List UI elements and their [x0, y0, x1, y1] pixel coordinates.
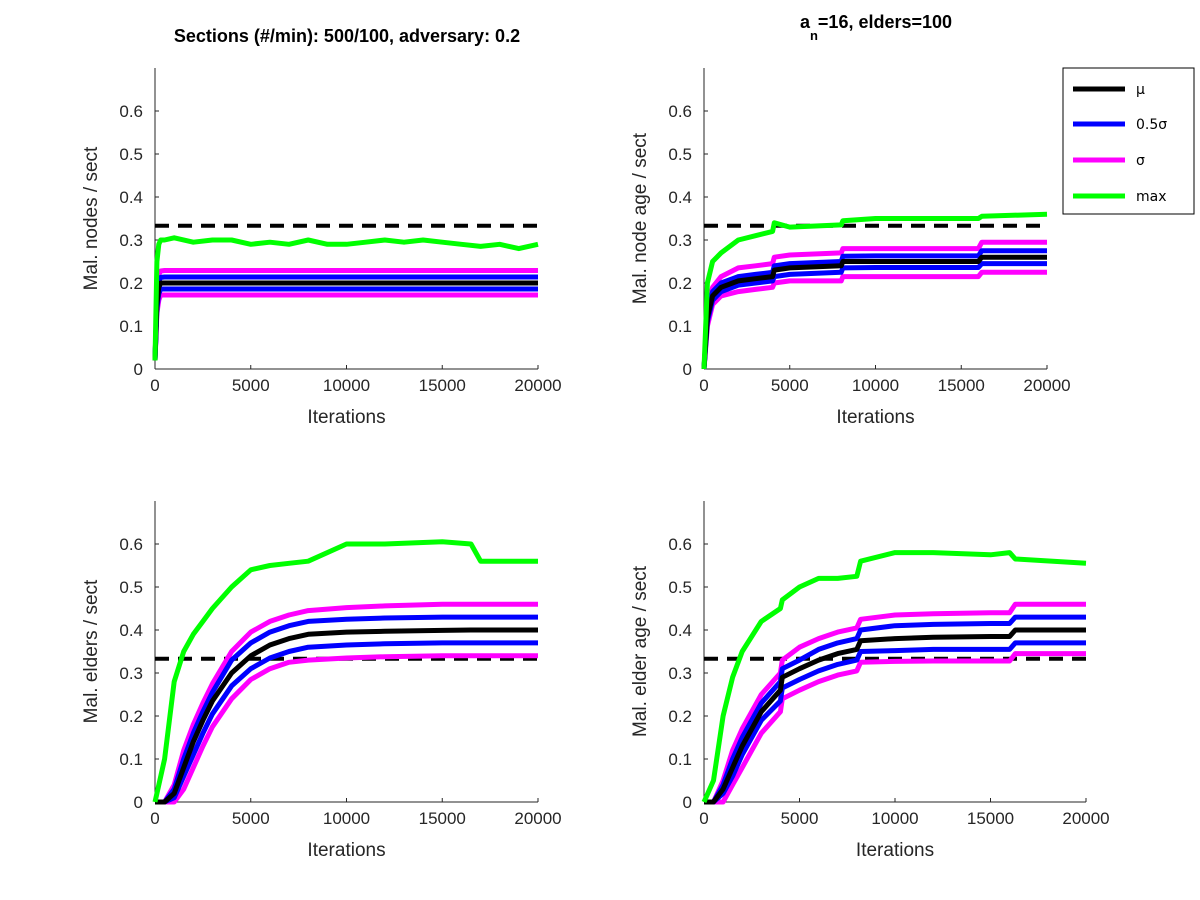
y-tick-label: 0.3	[119, 664, 143, 683]
y-tick-label: 0.6	[668, 102, 692, 121]
x-axis-label: Iterations	[307, 407, 385, 428]
y-axis-label: Mal. elder age / sect	[630, 565, 651, 737]
x-axis-label: Iterations	[307, 840, 385, 861]
x-tick-label: 10000	[323, 809, 370, 828]
y-tick-label: 0.2	[119, 274, 143, 293]
y-tick-label: 0.1	[119, 750, 143, 769]
y-axis-label: Mal. node age / sect	[630, 132, 651, 304]
y-tick-label: 0.5	[119, 145, 143, 164]
x-tick-label: 10000	[871, 809, 918, 828]
x-tick-label: 15000	[967, 809, 1014, 828]
series-line-max	[701, 211, 1048, 370]
legend: μ 0.5σ σ max	[1062, 67, 1195, 215]
y-tick-label: 0.6	[119, 535, 143, 554]
series-line-sigma	[152, 292, 538, 361]
x-tick-label: 0	[150, 376, 159, 395]
y-tick-label: 0.3	[668, 231, 692, 250]
x-tick-label: 0	[699, 376, 708, 395]
y-tick-label: 0	[683, 360, 692, 379]
figure-title-right: an=16, elders=100	[800, 12, 952, 43]
y-tick-label: 0.3	[668, 664, 692, 683]
y-tick-label: 0.4	[119, 621, 143, 640]
x-tick-label: 5000	[232, 376, 270, 395]
series-line-half-sigma	[704, 614, 1086, 805]
x-tick-label: 15000	[419, 809, 466, 828]
y-tick-label: 0.6	[119, 102, 143, 121]
y-tick-label: 0.4	[119, 188, 143, 207]
x-tick-label: 5000	[232, 809, 270, 828]
legend-label-half-sigma: 0.5σ	[1136, 117, 1167, 133]
y-tick-label: 0.6	[668, 535, 692, 554]
title-right-subscript: n	[810, 28, 818, 43]
series-line-sigma	[701, 239, 1047, 370]
y-tick-label: 0	[134, 793, 143, 812]
y-tick-label: 0.2	[668, 707, 692, 726]
series-line-half-sigma	[704, 640, 1086, 805]
y-tick-label: 0.1	[668, 317, 692, 336]
series-line-half-sigma	[152, 286, 538, 361]
subplots-group: 0 5000 10000 15000 20000 0 0.1 0.2 0.3 0.4 0.5 0.6 I…	[81, 68, 1110, 861]
series-line-max	[152, 235, 539, 361]
x-tick-label: 0	[150, 809, 159, 828]
legend-label-max: max	[1136, 189, 1167, 205]
series-line-half-sigma	[701, 248, 1047, 370]
series-line-half-sigma	[155, 640, 538, 805]
x-tick-label: 10000	[323, 376, 370, 395]
x-tick-label: 15000	[938, 376, 985, 395]
figure-title-left: Sections (#/min): 500/100, adversary: 0.…	[174, 26, 520, 46]
y-tick-label: 0.5	[668, 578, 692, 597]
series-line-sigma	[704, 651, 1086, 805]
y-tick-label: 0.2	[668, 274, 692, 293]
y-axis-label: Mal. elders / sect	[81, 579, 102, 723]
subplot-bottom-left: 0 5000 10000 15000 20000 0 0.1 0.2 0.3 0.4 0.5 0.6 I…	[81, 501, 562, 861]
x-tick-label: 20000	[1062, 809, 1109, 828]
y-tick-label: 0.4	[668, 621, 692, 640]
y-tick-label: 0.5	[119, 578, 143, 597]
series-line-sigma	[701, 269, 1047, 370]
x-tick-label: 20000	[514, 376, 561, 395]
y-tick-label: 0.5	[668, 145, 692, 164]
subplot-bottom-right: 0 5000 10000 15000 20000 0 0.1 0.2 0.3 0.4 0.5 0.6 I…	[630, 501, 1110, 861]
y-tick-label: 0.2	[119, 707, 143, 726]
subplot-top-left: 0 5000 10000 15000 20000 0 0.1 0.2 0.3 0.4 0.5 0.6 I…	[81, 68, 562, 428]
x-tick-label: 5000	[781, 809, 819, 828]
series-line-mean	[701, 254, 1047, 370]
series-line-sigma	[155, 653, 538, 805]
y-tick-label: 0	[134, 360, 143, 379]
series-line-sigma	[704, 601, 1086, 805]
y-tick-label: 0.1	[668, 750, 692, 769]
series-line-max	[152, 539, 538, 803]
y-tick-label: 0.3	[119, 231, 143, 250]
title-right-rest: =16, elders=100	[818, 12, 952, 32]
x-axis-label: Iterations	[836, 407, 914, 428]
series-line-mean	[152, 280, 538, 361]
legend-label-sigma: σ	[1136, 153, 1145, 169]
series-line-max	[701, 550, 1087, 804]
y-tick-label: 0.4	[668, 188, 692, 207]
x-tick-label: 20000	[514, 809, 561, 828]
x-tick-label: 10000	[852, 376, 899, 395]
x-axis-label: Iterations	[856, 840, 934, 861]
x-tick-label: 15000	[419, 376, 466, 395]
x-tick-label: 0	[699, 809, 708, 828]
legend-box	[1062, 67, 1195, 215]
y-axis-label: Mal. nodes / sect	[81, 146, 102, 290]
series-line-mean	[155, 627, 538, 805]
y-tick-label: 0.1	[119, 317, 143, 336]
legend-label-mean: μ	[1136, 82, 1145, 98]
x-tick-label: 20000	[1023, 376, 1070, 395]
subplot-top-right: 0 5000 10000 15000 20000 0 0.1 0.2 0.3 0.4 0.5 0.6 I…	[630, 68, 1071, 428]
series-line-half-sigma	[155, 614, 538, 805]
y-tick-label: 0	[683, 793, 692, 812]
series-line-sigma	[152, 268, 538, 361]
x-tick-label: 5000	[771, 376, 809, 395]
title-right-base: a	[800, 12, 811, 32]
series-line-mean	[704, 627, 1086, 805]
series-line-half-sigma	[152, 274, 538, 361]
